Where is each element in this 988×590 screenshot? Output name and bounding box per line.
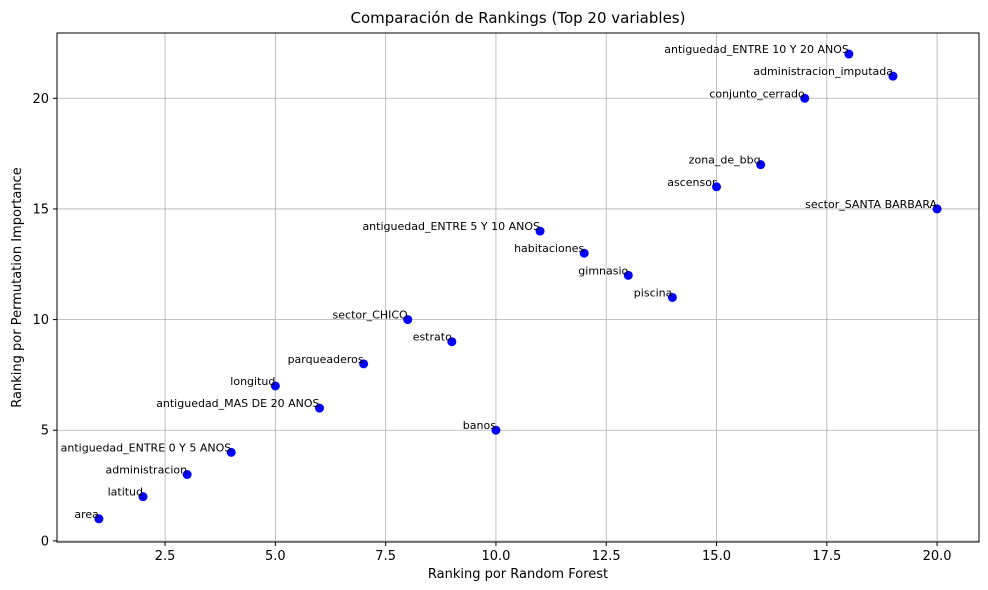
x-tick-label: 2.5 [155,549,176,564]
data-point [270,381,280,391]
data-point [888,71,898,81]
data-point [226,447,236,457]
x-tick-label: 17.5 [812,549,841,564]
data-point-label: estrato [413,331,452,344]
data-point-label: piscina [634,286,673,299]
y-tick-label: 15 [32,202,49,217]
data-point [359,359,369,369]
data-point [447,337,457,347]
data-point-label: antiguedad_ENTRE 0 Y 5 ANOS [61,441,232,454]
data-point-label: gimnasio [578,264,628,277]
data-point-label: administracion_imputada [753,65,893,78]
data-point-label: antiguedad_MAS DE 20 ANOS [156,397,319,410]
x-tick-label: 15.0 [702,549,731,564]
data-point-label: antiguedad_ENTRE 5 Y 10 ANOS [362,220,540,233]
data-point-label: parqueaderos [288,353,364,366]
data-point-label: antiguedad_ENTRE 10 Y 20 ANOS [664,43,849,56]
y-tick-label: 0 [41,534,49,549]
axis-ticks: 2.5 5.0 7.5 10.0 12.5 15.0 17.5 20.0 0 5 10 15 20 [32,92,951,564]
data-point [667,292,677,302]
data-point [138,492,148,502]
point-labels: area latitud administracion antiguedad_ENTR… [61,43,938,521]
data-point-label: conjunto_cerrado [709,87,805,100]
x-axis-label: Ranking por Random Forest [428,567,608,582]
data-point-label: ascensor [667,176,717,189]
data-point [756,160,766,170]
x-tick-label: 10.0 [481,549,510,564]
data-point-label: latitud [108,486,143,499]
data-point [94,514,104,524]
y-tick-label: 20 [32,92,49,107]
x-tick-label: 20.0 [923,549,952,564]
data-point [623,270,633,280]
data-point-label: sector_SANTA BARBARA [805,198,937,211]
data-point [800,93,810,103]
data-points [94,49,942,524]
data-point [844,49,854,59]
data-point [535,226,545,236]
chart-title: Comparación de Rankings (Top 20 variable… [351,9,686,27]
data-point [579,248,589,258]
grid [57,33,979,542]
data-point [491,425,501,435]
data-point-label: longitud [230,375,275,388]
data-point-label: sector_CHICO [333,309,408,322]
data-point [314,403,324,413]
x-tick-label: 5.0 [265,549,286,564]
data-point [712,182,722,192]
plot-frame [56,32,980,543]
y-axis-label: Ranking por Permutation Importance [10,167,25,407]
data-point-label: banos [463,419,496,432]
data-point [182,470,192,480]
data-point-label: area [74,508,99,521]
y-tick-label: 5 [41,424,49,439]
data-point [932,204,942,214]
x-tick-label: 12.5 [592,549,621,564]
x-tick-label: 7.5 [375,549,396,564]
data-point [403,315,413,325]
data-point-label: administracion [105,464,187,477]
data-point-label: habitaciones [514,242,584,255]
data-point-label: zona_de_bbq [689,154,761,167]
y-tick-label: 10 [32,313,49,328]
